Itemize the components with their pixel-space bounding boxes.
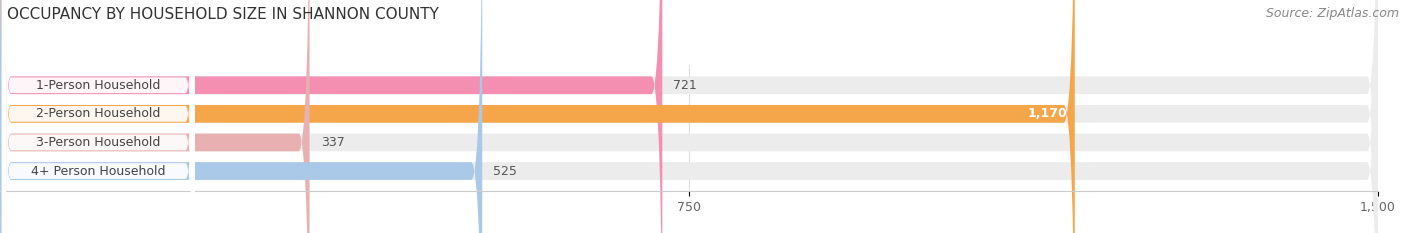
Text: OCCUPANCY BY HOUSEHOLD SIZE IN SHANNON COUNTY: OCCUPANCY BY HOUSEHOLD SIZE IN SHANNON C… <box>7 7 439 22</box>
FancyBboxPatch shape <box>1 0 195 233</box>
Text: 3-Person Household: 3-Person Household <box>37 136 160 149</box>
Text: 525: 525 <box>494 164 517 178</box>
Text: 337: 337 <box>321 136 344 149</box>
Text: Source: ZipAtlas.com: Source: ZipAtlas.com <box>1265 7 1399 20</box>
FancyBboxPatch shape <box>0 0 309 233</box>
FancyBboxPatch shape <box>0 0 662 233</box>
Text: 4+ Person Household: 4+ Person Household <box>31 164 166 178</box>
Text: 1-Person Household: 1-Person Household <box>37 79 160 92</box>
FancyBboxPatch shape <box>0 0 482 233</box>
FancyBboxPatch shape <box>1 0 195 233</box>
FancyBboxPatch shape <box>1 0 195 233</box>
FancyBboxPatch shape <box>1 0 195 233</box>
Text: 721: 721 <box>673 79 697 92</box>
Text: 1,170: 1,170 <box>1028 107 1067 120</box>
FancyBboxPatch shape <box>0 0 1074 233</box>
Text: 2-Person Household: 2-Person Household <box>37 107 160 120</box>
